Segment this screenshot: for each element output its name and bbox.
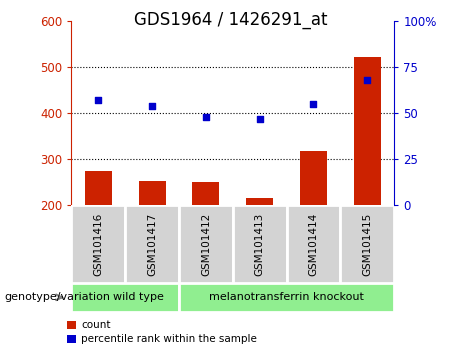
Text: GSM101415: GSM101415: [362, 213, 372, 276]
Bar: [71, 205, 125, 283]
Bar: [354, 57, 381, 297]
Bar: [233, 205, 287, 283]
Text: GDS1964 / 1426291_at: GDS1964 / 1426291_at: [134, 11, 327, 29]
Bar: [287, 205, 340, 283]
Point: [148, 103, 156, 109]
Point: [256, 116, 263, 122]
Bar: [139, 181, 165, 297]
Point: [202, 114, 210, 120]
Bar: [246, 198, 273, 297]
Text: GSM101414: GSM101414: [308, 213, 319, 276]
Point: [95, 98, 102, 103]
Text: GSM101412: GSM101412: [201, 213, 211, 276]
Point: [310, 101, 317, 107]
Point: [364, 77, 371, 83]
Bar: [85, 171, 112, 297]
Bar: [179, 205, 233, 283]
Text: GSM101416: GSM101416: [93, 213, 103, 276]
Bar: [179, 283, 394, 312]
Bar: [193, 182, 219, 297]
Text: GSM101417: GSM101417: [147, 213, 157, 276]
Text: genotype/variation: genotype/variation: [5, 292, 111, 302]
Text: melanotransferrin knockout: melanotransferrin knockout: [209, 292, 364, 302]
Bar: [300, 151, 327, 297]
Bar: [125, 205, 179, 283]
Bar: [340, 205, 394, 283]
Text: GSM101413: GSM101413: [254, 213, 265, 276]
Text: wild type: wild type: [113, 292, 164, 302]
Bar: [71, 283, 179, 312]
Legend: count, percentile rank within the sample: count, percentile rank within the sample: [67, 320, 257, 344]
